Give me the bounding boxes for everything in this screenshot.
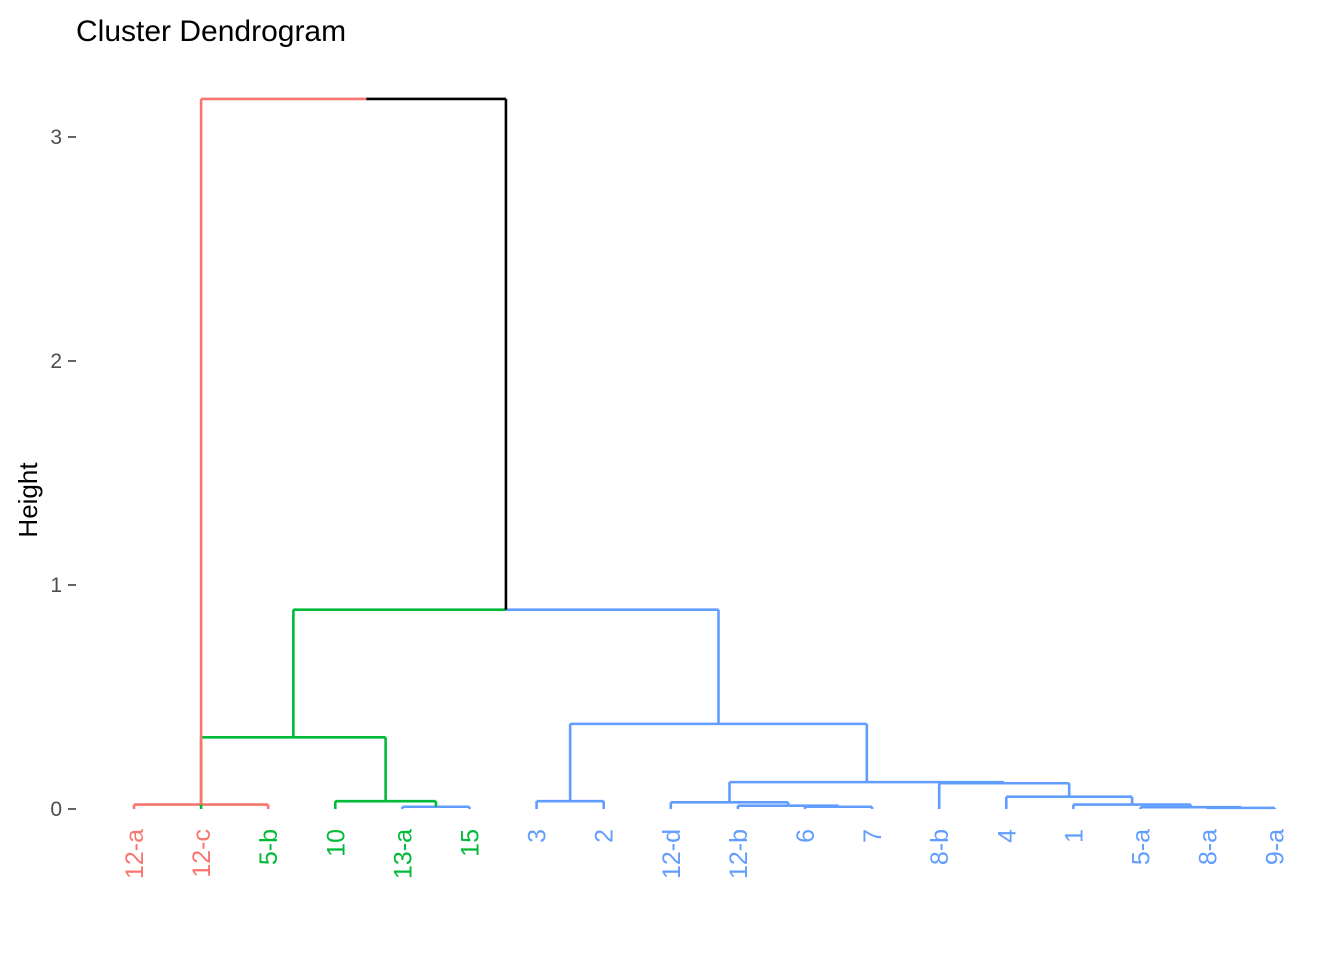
chart-title: Cluster Dendrogram: [76, 15, 346, 48]
leaf-label: 1: [1060, 829, 1088, 843]
leaf-label: 8-b: [926, 829, 954, 865]
leaf-label: 9-a: [1262, 829, 1290, 865]
leaf-labels: 12-a 12-c 5-b 10 13-a 15 3 2 12-d 12-b 6 7 8-b 4 1 5-a 8…: [121, 829, 1290, 879]
leaf-label: 2: [591, 829, 619, 843]
leaf-label: 12-b: [725, 829, 753, 879]
leaf-label: 12-a: [121, 829, 149, 879]
leaf-label: 4: [993, 829, 1021, 843]
y-axis-label: Height: [13, 462, 43, 538]
leaf-label: 3: [524, 829, 552, 843]
leaf-label: 5-a: [1128, 829, 1156, 865]
leaf-label: 7: [859, 829, 887, 843]
y-tick-label: 1: [50, 574, 62, 597]
leaf-label: 13-a: [389, 829, 417, 879]
dendrogram-branches: [132, 97, 1276, 810]
leaf-label: 12-c: [188, 829, 216, 878]
leaf-label: 5-b: [255, 829, 283, 865]
y-axis: 0 1 2 3: [50, 126, 76, 821]
leaf-label: 15: [457, 829, 485, 857]
leaf-label: 10: [322, 829, 350, 857]
y-tick-label: 0: [50, 798, 62, 821]
leaf-label: 6: [792, 829, 820, 843]
leaf-label: 12-d: [658, 829, 686, 879]
y-tick-label: 3: [50, 126, 62, 149]
y-tick-label: 2: [50, 350, 62, 373]
leaf-label: 8-a: [1195, 829, 1223, 865]
